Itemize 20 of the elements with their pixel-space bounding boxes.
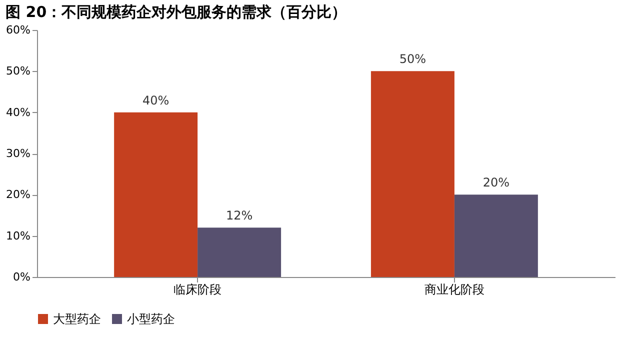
chart-title: 图 20：不同规模药企对外包服务的需求（百分比）	[6, 3, 347, 21]
legend-label: 小型药企	[127, 312, 175, 326]
y-tick-label: 50%	[6, 64, 30, 78]
y-tick-label: 10%	[6, 229, 30, 242]
y-tick-label: 60%	[6, 24, 30, 36]
legend-label: 大型药企	[53, 312, 101, 326]
text: 20%	[482, 176, 510, 190]
text: 50%	[399, 52, 426, 66]
x-tick-label: 临床阶段	[174, 282, 222, 296]
y-tick-label: 20%	[6, 188, 30, 202]
bar	[370, 71, 454, 277]
y-tick-label: 40%	[6, 106, 30, 119]
y-tick-label: 30%	[6, 147, 30, 160]
text: 40%	[142, 93, 170, 108]
bar	[454, 194, 538, 277]
x-tick-label: 商业化阶段	[424, 282, 484, 296]
bar	[114, 112, 198, 277]
bar	[198, 228, 282, 277]
text: 12%	[226, 208, 253, 223]
y-tick-label: 0%	[13, 270, 30, 284]
